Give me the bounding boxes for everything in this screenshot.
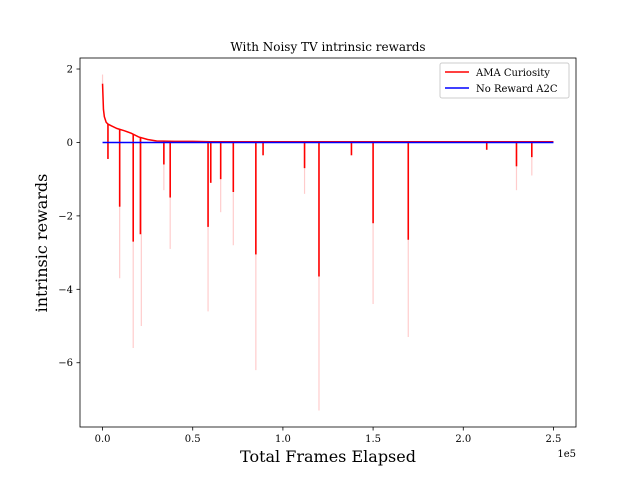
legend-label-ama-curiosity: AMA Curiosity xyxy=(475,68,550,79)
x-tick-label-5: 2.5 xyxy=(546,434,562,445)
y-tick-label-1: 0 xyxy=(67,138,73,149)
axes-frame xyxy=(79,57,577,428)
legend-frame xyxy=(439,62,570,99)
x-axis-offset-text: 1e5 xyxy=(557,449,576,460)
y-axis-label: intrinsic rewards xyxy=(32,174,51,313)
x-tick-label-4: 2.0 xyxy=(455,434,471,445)
y-tick-label-0: 2 xyxy=(67,65,73,76)
axes: 0.0 0.5 1.0 1.5 2.0 2.5 2 0 −2 −4 −6 xyxy=(58,57,577,445)
legend: AMA Curiosity No Reward A2C xyxy=(439,62,570,99)
y-tick-label-2: −2 xyxy=(58,211,73,222)
x-tick-label-2: 1.0 xyxy=(275,434,291,445)
y-tick-label-3: −4 xyxy=(58,285,73,296)
y-tick-label-4: −6 xyxy=(58,358,73,369)
x-tick-label-3: 1.5 xyxy=(365,434,381,445)
x-tick-label-0: 0.0 xyxy=(95,434,111,445)
x-axis-label: Total Frames Elapsed xyxy=(240,447,416,466)
chart-title: With Noisy TV intrinsic rewards xyxy=(230,40,425,54)
plot-area xyxy=(101,74,554,411)
legend-label-no-reward-a2c: No Reward A2C xyxy=(476,84,558,95)
x-tick-label-1: 0.5 xyxy=(185,434,201,445)
